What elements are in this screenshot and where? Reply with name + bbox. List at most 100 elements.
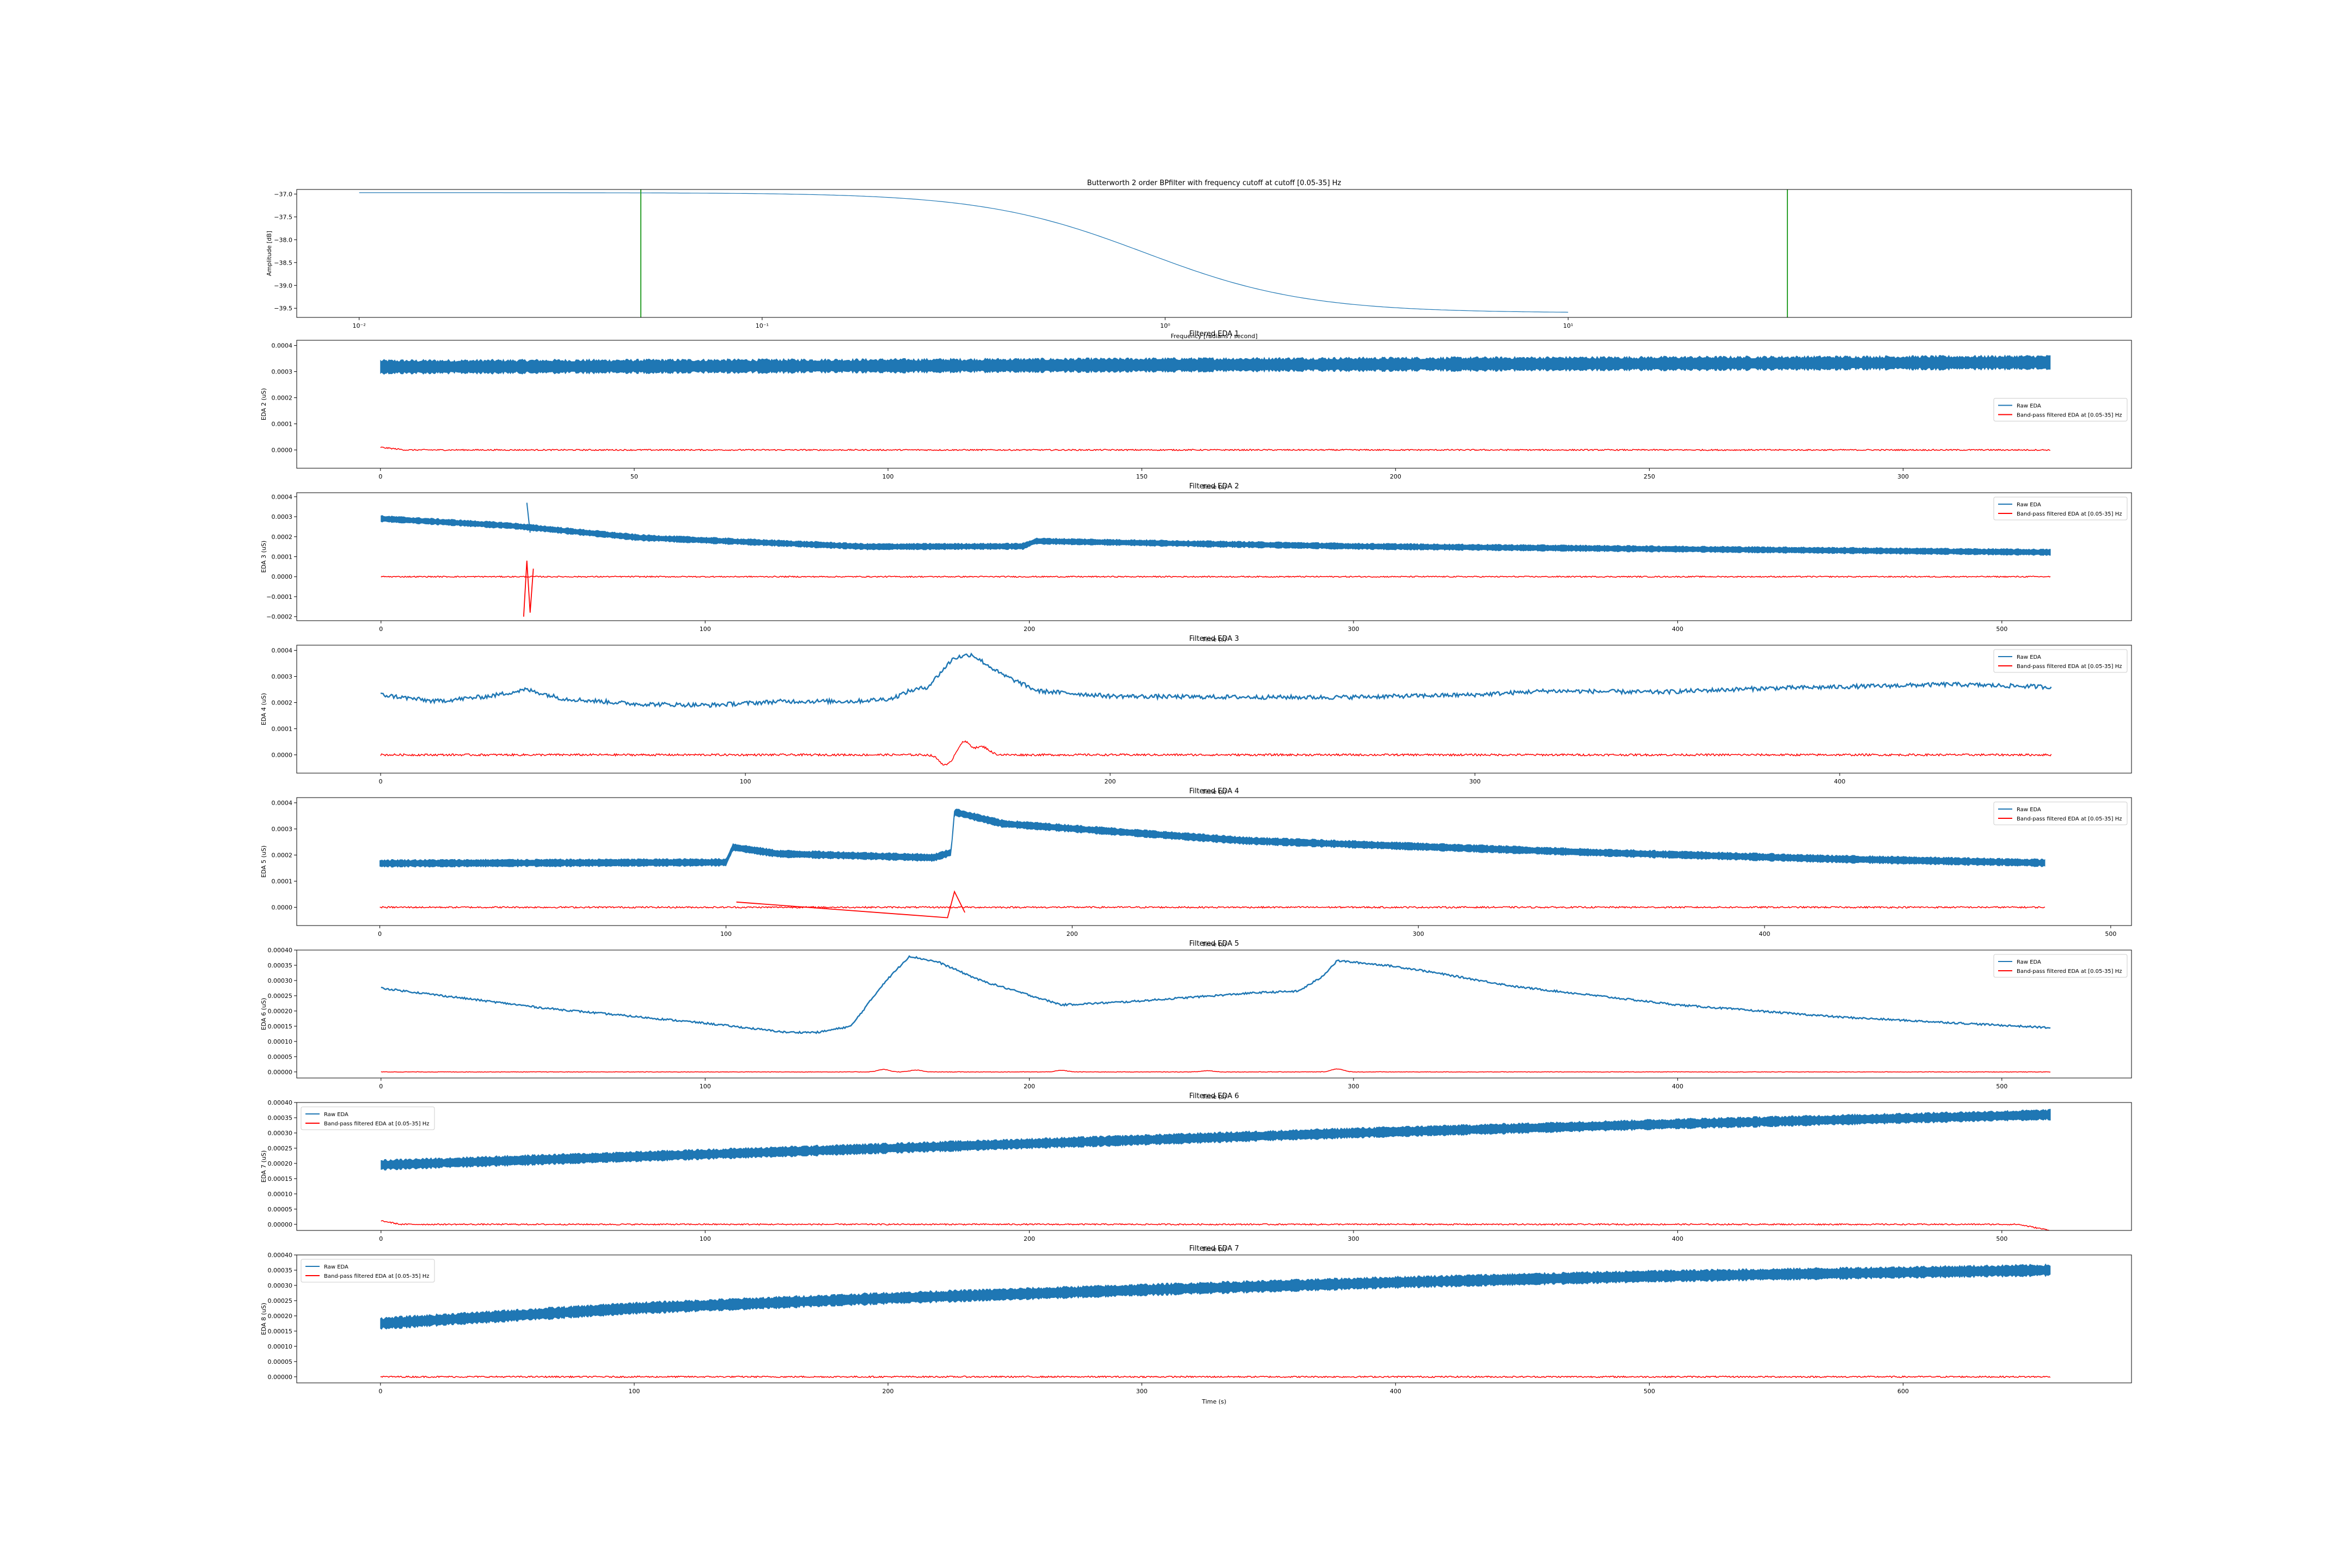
x-tick-label: 300	[1136, 1388, 1148, 1395]
y-tick-label: 0.00010	[268, 1343, 293, 1350]
raw-eda-trace	[381, 955, 2051, 1034]
raw-eda-trace	[380, 1263, 2051, 1330]
y-tick-label: 0.0004	[272, 647, 293, 654]
raw-eda-trace	[381, 515, 2051, 556]
x-tick-label: 300	[1413, 930, 1424, 938]
legend: Raw EDA Band-pass filtered EDA at [0.05-3…	[1993, 398, 2128, 421]
x-tick-label: 50	[630, 473, 638, 480]
x-tick-label: 300	[1348, 1235, 1359, 1242]
y-axis-label: EDA 6 (uS)	[260, 998, 267, 1030]
filtered-eda-trace	[380, 1375, 2051, 1379]
subplot-title: Filtered EDA 3	[1189, 635, 1239, 643]
y-tick-label: −0.0001	[266, 593, 292, 601]
y-tick-label: 0.00035	[268, 1114, 293, 1122]
plot-area	[359, 189, 1788, 317]
y-tick-label: 0.0002	[272, 852, 293, 859]
filtered-eda-trace	[380, 446, 2051, 451]
subplot-title: Filtered EDA 1	[1189, 330, 1239, 338]
x-tick-label: 300	[1348, 1083, 1359, 1090]
x-tick-label: 500	[1996, 1235, 2007, 1242]
y-tick-label: −39.5	[274, 305, 292, 312]
filtered-eda-spike	[736, 890, 966, 918]
subplot-1: Filtered EDA 1 Time (s) EDA 2 (uS) 0 50 100 15…	[260, 330, 2132, 491]
y-tick-label: 0.00005	[268, 1054, 293, 1061]
raw-eda-trace	[380, 354, 2051, 375]
legend-box	[1993, 497, 2128, 520]
x-axis-label: Time (s)	[1202, 1093, 1227, 1100]
subplots: Butterworth 2 order BPfilter with freque…	[260, 179, 2132, 1405]
y-tick-label: 0.00025	[268, 1297, 293, 1304]
x-tick-label: 0	[379, 1083, 383, 1090]
legend: Raw EDA Band-pass filtered EDA at [0.05-3…	[1993, 801, 2128, 825]
y-tick-label: 0.0001	[272, 554, 293, 561]
x-tick-label: 0	[379, 626, 383, 633]
x-axis-label: Time (s)	[1202, 941, 1227, 948]
x-tick-label: 500	[2105, 930, 2116, 938]
y-tick-label: 0.0000	[272, 751, 293, 758]
y-tick-label: −37.0	[274, 191, 292, 198]
y-tick-label: 0.0000	[272, 446, 293, 454]
legend-label-filtered: Band-pass filtered EDA at [0.05-35] Hz	[2017, 816, 2122, 822]
axes-frame	[296, 645, 2132, 774]
legend: Raw EDA Band-pass filtered EDA at [0.05-3…	[301, 1259, 435, 1283]
y-tick-label: 0.00020	[268, 1313, 293, 1320]
plot-area	[381, 1108, 2051, 1230]
x-tick-label: 300	[1897, 473, 1909, 480]
x-tick-label: 10⁻²	[353, 322, 366, 329]
raw-eda-spike	[526, 503, 531, 533]
y-tick-label: 0.00010	[268, 1038, 293, 1045]
subplot-title: Filtered EDA 2	[1189, 482, 1239, 491]
legend-box	[301, 1259, 435, 1283]
y-tick-label: 0.00030	[268, 1130, 293, 1137]
legend-label-filtered: Band-pass filtered EDA at [0.05-35] Hz	[324, 1121, 430, 1127]
y-tick-label: 0.0003	[272, 369, 293, 376]
legend-label-filtered: Band-pass filtered EDA at [0.05-35] Hz	[2017, 511, 2122, 517]
plot-area	[380, 354, 2051, 451]
y-tick-label: 0.00025	[268, 1145, 293, 1152]
x-tick-label: 300	[1469, 778, 1481, 785]
y-tick-label: −38.5	[274, 259, 292, 266]
legend-label-filtered: Band-pass filtered EDA at [0.05-35] Hz	[2017, 969, 2122, 975]
x-tick-label: 100	[740, 778, 751, 785]
subplot-0: Butterworth 2 order BPfilter with freque…	[266, 179, 2132, 340]
plot-area	[380, 1263, 2051, 1379]
y-tick-label: 0.00040	[268, 947, 293, 954]
y-tick-label: 0.00015	[268, 1023, 293, 1030]
x-tick-label: 100	[700, 626, 711, 633]
y-tick-label: −37.5	[274, 213, 292, 220]
y-tick-label: 0.0003	[272, 513, 293, 520]
x-tick-label: 200	[1067, 930, 1078, 938]
filtered-eda-trace	[381, 1068, 2051, 1073]
x-tick-label: 150	[1136, 473, 1148, 480]
axes-frame	[296, 492, 2132, 621]
y-tick-label: 0.00000	[268, 1221, 293, 1228]
y-tick-label: 0.00010	[268, 1191, 293, 1198]
legend-box	[1993, 398, 2128, 421]
y-axis-label: Amplitude [dB]	[266, 231, 273, 276]
legend-label-raw: Raw EDA	[2017, 654, 2041, 660]
y-tick-label: 0.00040	[268, 1252, 293, 1259]
x-axis-label: Time (s)	[1202, 1246, 1227, 1253]
y-tick-label: 0.0002	[272, 534, 293, 541]
x-tick-label: 400	[1672, 1083, 1683, 1090]
axes-frame	[296, 340, 2132, 469]
plot-area	[381, 503, 2051, 617]
y-tick-label: 0.0004	[272, 800, 293, 807]
y-tick-label: 0.00020	[268, 1160, 293, 1167]
x-tick-label: 300	[1348, 626, 1359, 633]
x-tick-label: 100	[700, 1083, 711, 1090]
y-axis-label: EDA 4 (uS)	[260, 693, 267, 725]
x-tick-label: 400	[1672, 1235, 1683, 1242]
y-tick-label: 0.0001	[272, 725, 293, 732]
plot-area	[380, 652, 2052, 766]
subplot-title: Filtered EDA 6	[1189, 1092, 1239, 1100]
legend-box	[301, 1106, 435, 1130]
frequency-response-line	[359, 192, 1569, 313]
y-tick-label: −0.0002	[266, 614, 292, 621]
